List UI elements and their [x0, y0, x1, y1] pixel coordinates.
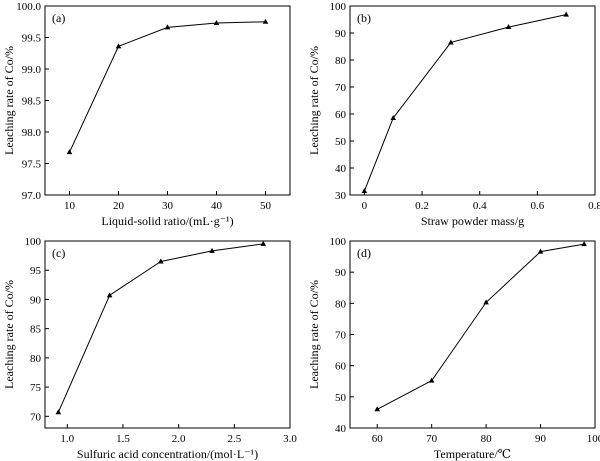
x-tick-label-0-2: 30 [162, 200, 174, 212]
x-axis-label-3: Temperature/℃ [434, 447, 511, 461]
panel-0: 10 20 30 40 50 97.0 97.5 98.0 98.5 99.0 99.5 100.0 L… [2, 1, 291, 228]
data-point-2-0 [55, 409, 62, 415]
x-tick-label-0-3: 40 [211, 200, 223, 212]
y-tick-label-3-5: 90 [335, 267, 347, 279]
plot-frame-2 [44, 240, 291, 429]
y-tick-label-0-0: 97.0 [22, 190, 42, 202]
data-point-0-2 [164, 24, 171, 30]
y-tick-label-1-3: 60 [335, 109, 347, 121]
x-tick-label-2-1: 1.5 [116, 433, 130, 445]
y-axis-label-2: Leaching rate of Co/% [2, 280, 16, 389]
y-tick-label-3-4: 80 [335, 298, 347, 310]
x-tick-label-1-3: 0.6 [530, 200, 544, 212]
y-tick-label-0-6: 100.0 [16, 1, 41, 13]
panel-1: 0 0.2 0.4 0.6 0.8 30 40 50 60 70 80 90 100 Straw powd… [307, 1, 600, 228]
x-axis-label-0: Liquid-solid ratio/(mL·g⁻¹) [101, 214, 233, 228]
x-tick-label-3-3: 90 [535, 433, 547, 445]
y-tick-label-1-4: 70 [335, 82, 347, 94]
x-tick-label-2-3: 2.5 [227, 433, 241, 445]
x-tick-label-2-4: 3.0 [283, 433, 297, 445]
y-tick-label-3-6: 100 [330, 236, 347, 248]
y-tick-label-0-1: 97.5 [22, 159, 42, 171]
series-line-3 [376, 243, 585, 410]
y-tick-label-2-0: 70 [30, 411, 42, 423]
y-tick-label-1-7: 100 [330, 1, 347, 13]
series-line-2 [57, 243, 264, 413]
x-tick-label-1-1: 0.2 [415, 200, 429, 212]
y-tick-label-0-5: 99.5 [22, 33, 42, 45]
y-tick-label-3-2: 60 [335, 361, 347, 373]
x-tick-label-2-2: 2.0 [172, 433, 186, 445]
panel-label-1: (b) [357, 11, 371, 25]
y-tick-label-1-5: 80 [335, 55, 347, 67]
y-tick-label-1-1: 40 [335, 163, 347, 175]
plot-frame-1 [349, 5, 596, 196]
data-point-1-3 [505, 24, 512, 30]
y-axis-label-1: Leaching rate of Co/% [307, 46, 321, 155]
panel-2: 1.0 1.5 2.0 2.5 3.0 70 75 80 85 90 95 100 Sulfuric a… [2, 236, 297, 461]
data-point-2-4 [260, 240, 267, 246]
x-tick-label-1-0: 0 [362, 200, 368, 212]
y-tick-label-0-4: 99.0 [22, 64, 42, 76]
plot-frame-3 [349, 240, 596, 429]
x-tick-label-3-0: 60 [372, 433, 384, 445]
data-point-0-0 [66, 149, 73, 155]
data-point-3-3 [537, 248, 544, 254]
y-tick-label-3-1: 50 [335, 392, 347, 404]
x-tick-label-0-0: 10 [64, 200, 76, 212]
y-tick-label-2-5: 95 [30, 265, 42, 277]
data-point-3-2 [483, 299, 489, 305]
panel-label-3: (d) [357, 246, 371, 260]
y-tick-label-2-3: 85 [30, 324, 42, 336]
y-axis-label-0: Leaching rate of Co/% [2, 46, 16, 155]
x-tick-label-3-2: 80 [481, 433, 493, 445]
data-point-0-4 [262, 18, 269, 24]
y-tick-label-2-4: 90 [30, 294, 42, 306]
x-tick-label-3-1: 70 [426, 433, 438, 445]
panel-label-2: (c) [52, 246, 65, 260]
y-tick-label-2-1: 75 [30, 382, 42, 394]
x-tick-label-1-4: 0.8 [588, 200, 600, 212]
y-tick-label-3-0: 40 [335, 423, 347, 435]
x-tick-label-0-4: 50 [260, 200, 272, 212]
data-point-2-1 [106, 292, 113, 298]
panel-label-0: (a) [52, 11, 65, 25]
x-tick-label-3-4: 100 [587, 433, 600, 445]
data-point-1-2 [448, 39, 454, 45]
y-tick-label-3-3: 70 [335, 330, 347, 342]
data-point-3-0 [374, 406, 381, 412]
x-tick-label-2-0: 1.0 [60, 433, 74, 445]
x-axis-label-2: Sulfuric acid concentration/(mol·L⁻¹) [77, 447, 258, 461]
series-line-0 [69, 21, 266, 153]
y-tick-label-1-0: 30 [335, 190, 347, 202]
series-line-1 [363, 14, 567, 192]
y-axis-label-3: Leaching rate of Co/% [307, 280, 321, 389]
x-tick-label-0-1: 20 [113, 200, 125, 212]
data-point-1-0 [361, 187, 368, 193]
y-tick-label-2-6: 100 [25, 236, 42, 248]
data-point-2-2 [158, 258, 164, 264]
y-tick-label-0-3: 98.5 [22, 96, 42, 108]
plot-frame-0 [44, 5, 291, 196]
data-point-2-3 [209, 247, 215, 253]
y-tick-label-2-2: 80 [30, 353, 42, 365]
x-axis-label-1: Straw powder mass/g [421, 214, 524, 228]
data-point-1-4 [563, 11, 569, 17]
data-point-3-4 [581, 241, 587, 247]
data-point-3-1 [428, 377, 435, 383]
data-point-1-1 [390, 115, 397, 121]
panel-3: 60 70 80 90 100 40 50 60 70 80 90 100 Temperature/℃ L… [307, 236, 600, 461]
y-tick-label-1-2: 50 [335, 136, 347, 148]
x-tick-label-1-2: 0.4 [473, 200, 487, 212]
y-tick-label-1-6: 90 [335, 28, 347, 40]
data-point-0-1 [115, 43, 122, 49]
data-point-0-3 [213, 20, 220, 26]
y-tick-label-0-2: 98.0 [22, 127, 42, 139]
